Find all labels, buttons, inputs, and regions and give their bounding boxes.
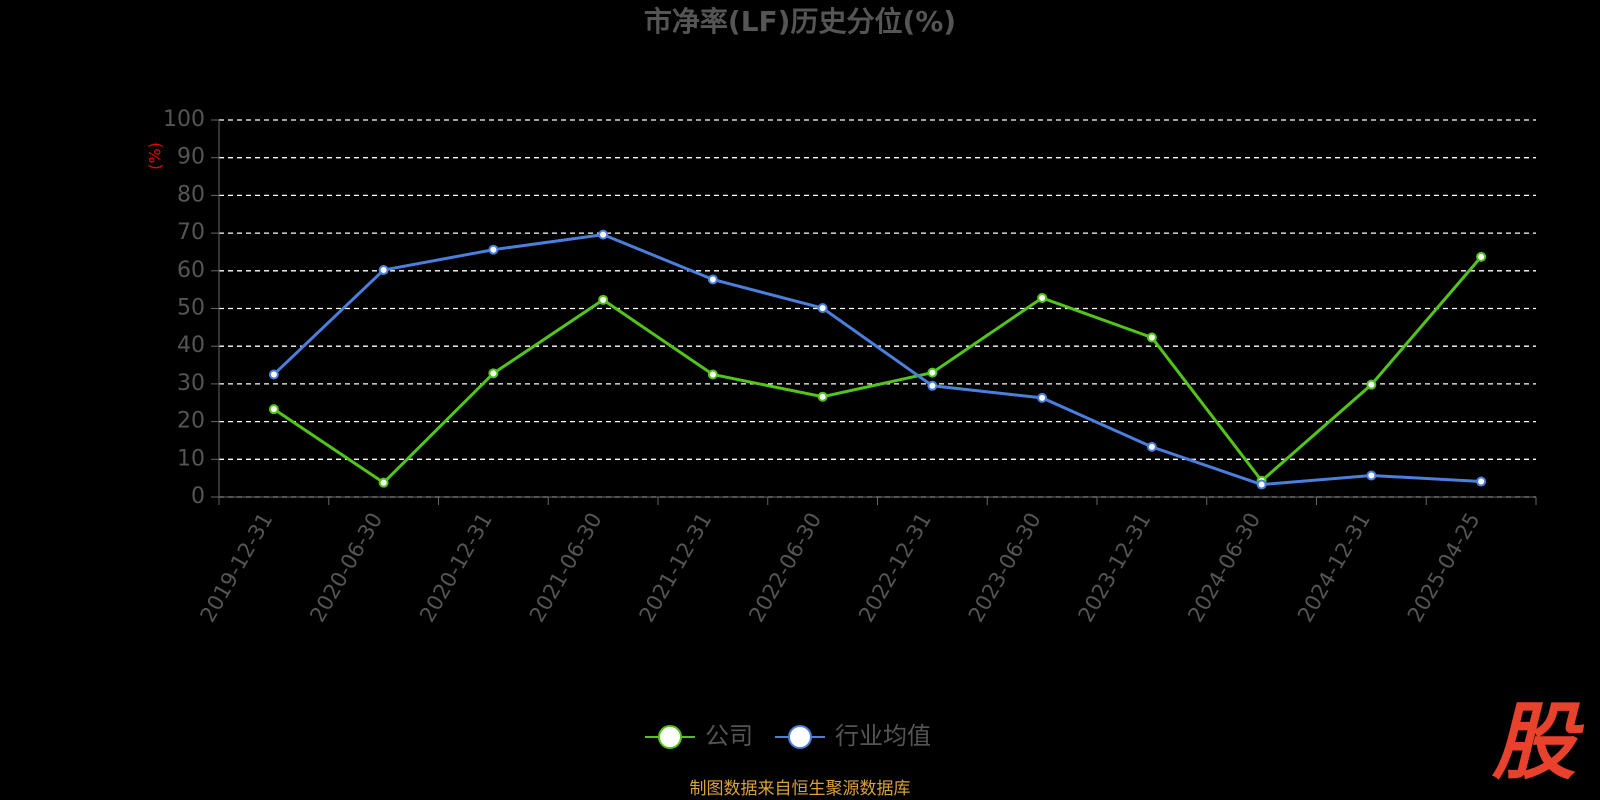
point (268, 369, 279, 380)
point (927, 367, 938, 378)
y-tick-label: 90 (177, 145, 205, 170)
y-tick-label: 20 (177, 409, 205, 434)
point (1037, 392, 1048, 403)
point (817, 391, 828, 402)
series-line (272, 233, 1482, 487)
y-tick-label: 100 (163, 107, 205, 132)
y-tick-label: 80 (177, 182, 205, 207)
legend-label: 行业均值 (835, 722, 931, 750)
point (707, 369, 718, 380)
point (598, 294, 609, 305)
point (1476, 251, 1487, 262)
y-tick-label: 0 (191, 484, 205, 509)
y-tick-label: 10 (177, 446, 205, 471)
y-tick-label: 60 (177, 258, 205, 283)
legend-marker (658, 725, 682, 749)
point (598, 229, 609, 240)
series-line (273, 255, 1483, 485)
point (488, 368, 499, 379)
point (1146, 441, 1157, 452)
legend-marker (788, 725, 812, 749)
point (268, 404, 279, 415)
point (488, 244, 499, 255)
y-axis-label: (%) (146, 142, 165, 170)
point (817, 303, 828, 314)
point (1366, 470, 1377, 481)
point (1256, 479, 1267, 490)
y-tick-label: 30 (177, 371, 205, 396)
logo: 股 (1491, 693, 1585, 791)
point (1476, 476, 1487, 487)
point (1146, 332, 1157, 343)
y-tick-label: 70 (177, 220, 205, 245)
source-note: 制图数据来自恒生聚源数据库 (690, 779, 911, 799)
y-tick-label: 40 (177, 333, 205, 358)
chart-title: 市净率(LF)历史分位(%) (644, 5, 956, 38)
point (1366, 379, 1377, 390)
point (707, 274, 718, 285)
point (1037, 292, 1048, 303)
point (927, 380, 938, 391)
point (378, 477, 389, 488)
point (378, 265, 389, 276)
legend-label: 公司 (705, 722, 753, 750)
y-tick-label: 50 (177, 296, 205, 321)
